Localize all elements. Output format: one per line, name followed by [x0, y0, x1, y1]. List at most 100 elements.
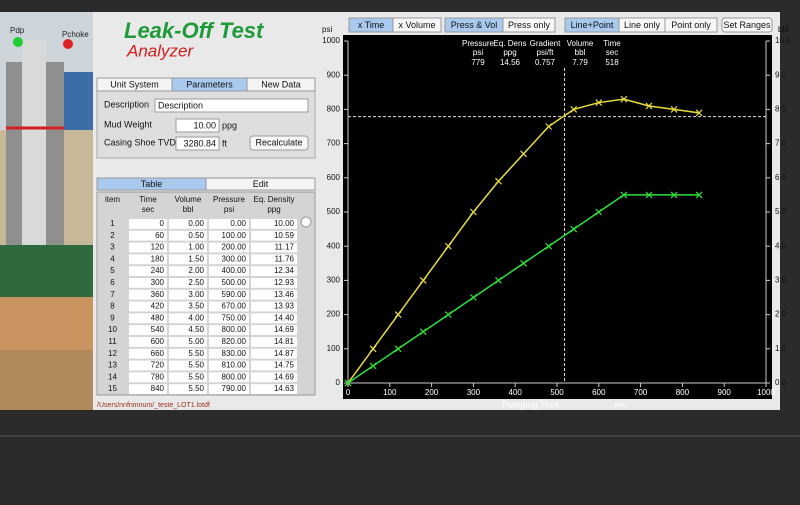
table-cell: [209, 242, 249, 253]
table-cell-text: 1.00: [188, 243, 204, 252]
y2-tick-label: 0.0: [775, 378, 787, 387]
table-cell: [209, 266, 249, 276]
x-tick-label: 700: [634, 388, 648, 397]
text-field[interactable]: [154, 98, 309, 113]
table-cell-text: 10.59: [274, 231, 295, 240]
toolbar-button[interactable]: [392, 17, 442, 33]
table-cell-text: 14.81: [274, 337, 295, 346]
tab[interactable]: [205, 177, 316, 191]
tab[interactable]: [246, 77, 316, 92]
field-label: Casing Shoe TVD: [104, 137, 176, 147]
table-cell: [209, 313, 249, 324]
x-tick-label: 0: [346, 388, 351, 397]
toolbar-button[interactable]: [502, 17, 556, 33]
table-cell-text: 100.00: [222, 231, 247, 240]
table-cell-text: 4.50: [188, 325, 204, 334]
column-header: bbl: [183, 205, 194, 214]
readout-label: Gradient: [530, 39, 561, 48]
field-label: Mud Weight: [104, 119, 152, 129]
y-tick-label: 500: [327, 207, 341, 216]
table-cell: [129, 278, 167, 288]
table-cell-text: 1.50: [188, 254, 204, 263]
y2-tick-label: 7.0: [775, 139, 787, 148]
tab-label: New Data: [261, 79, 301, 89]
table-cell-text: 0.00: [230, 219, 246, 228]
toolbar-label: Line only: [624, 20, 661, 30]
table-cell: [209, 372, 249, 383]
scroll-knob[interactable]: [300, 216, 312, 228]
field-value: Description: [158, 100, 203, 110]
water: [62, 72, 93, 130]
point-marker: [595, 99, 603, 106]
toolbar-label: x Time: [358, 20, 385, 30]
table-cell-text: 820.00: [222, 337, 247, 346]
table-cell-text: 5.00: [188, 337, 204, 346]
toolbar-label: Line+Point: [571, 20, 614, 30]
toolbar-button[interactable]: [664, 17, 718, 33]
tab-label: Parameters: [186, 79, 233, 89]
tab-label: Table: [141, 179, 163, 189]
point-marker: [695, 109, 703, 117]
toolbar-label: Set Ranges: [723, 20, 771, 30]
table-cell-text: 800.00: [222, 325, 247, 334]
toolbar-button[interactable]: [721, 17, 773, 33]
x-tick-label: 800: [676, 388, 690, 397]
table-cell-text: 4: [110, 254, 115, 263]
point-marker: [344, 379, 352, 387]
table-cell-text: 5: [110, 266, 115, 275]
point-marker: [419, 276, 427, 284]
table-cell: [129, 337, 167, 347]
table-cell-text: 2.00: [188, 266, 204, 275]
readout-unit: ppg: [503, 48, 516, 57]
table-cell-text: 180: [151, 254, 165, 263]
table-cell-text: 1: [110, 219, 115, 228]
table-cell: [169, 301, 207, 312]
table-cell: [251, 301, 297, 312]
x-tick-label: 600: [592, 388, 606, 397]
table-cell: [129, 384, 167, 394]
table-cell: [169, 337, 207, 347]
point-marker: [419, 328, 427, 336]
table-cell-text: 6: [110, 278, 115, 287]
well-label: Pchoke: [62, 30, 89, 39]
table-cell: [169, 278, 207, 288]
point-marker: [570, 105, 578, 113]
text-field[interactable]: [175, 136, 220, 151]
table-cell: [251, 266, 297, 276]
field-value: 3280.84: [183, 138, 216, 148]
y2-axis-label: bbl: [778, 25, 789, 34]
table-cell-text: 540: [151, 325, 165, 334]
rock-layer: [0, 350, 93, 410]
y-tick-label: 700: [327, 139, 341, 148]
table-cell-text: 830.00: [222, 349, 247, 358]
point-marker: [620, 191, 628, 199]
table-cell-text: 670.00: [222, 302, 247, 311]
point-marker: [670, 105, 678, 113]
table-cell: [251, 289, 297, 300]
toolbar-label: Press only: [508, 20, 551, 30]
table-cell-text: 5.50: [188, 361, 204, 370]
readout-unit: psi: [473, 48, 483, 57]
readout-label: Eq. Dens: [494, 39, 527, 48]
column-header: Time: [139, 195, 157, 204]
table-cell: [209, 219, 249, 229]
readout-unit: bbl: [575, 48, 586, 57]
y2-tick-label: 4.0: [775, 241, 787, 250]
table-cell-text: 11.76: [275, 254, 295, 263]
table-cell: [129, 230, 167, 241]
table-cell: [169, 372, 207, 383]
x-tick-label: 300: [467, 388, 481, 397]
table-cell-text: 420: [151, 302, 165, 311]
text-field[interactable]: [175, 118, 220, 133]
table-cell: [209, 301, 249, 312]
point-marker: [645, 191, 653, 199]
table-cell-text: 750.00: [222, 313, 247, 322]
field-unit: ppg: [222, 120, 237, 130]
table-cell-text: 480: [151, 313, 165, 322]
table-cell-text: 13.93: [274, 302, 295, 311]
button[interactable]: [249, 135, 309, 151]
table-cell-text: 5.50: [188, 384, 204, 393]
point-marker: [469, 294, 477, 301]
